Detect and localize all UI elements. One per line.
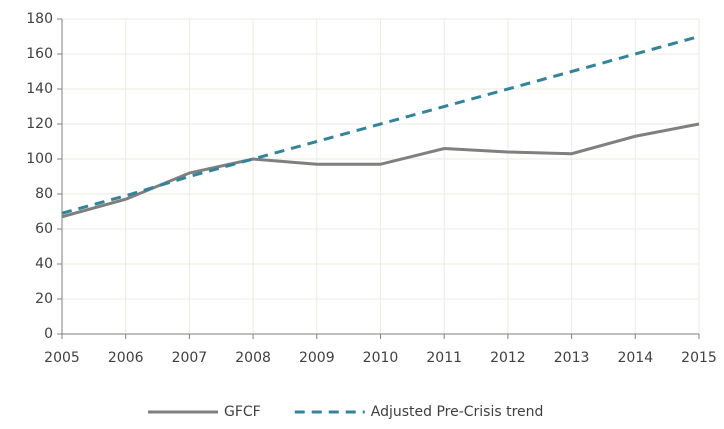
x-tick-label: 2012 — [490, 350, 526, 366]
y-tick-label: 120 — [26, 116, 53, 132]
y-tick-label: 60 — [35, 221, 53, 237]
x-tick-label: 2014 — [617, 350, 653, 366]
y-tick-label: 140 — [26, 81, 53, 97]
y-tick-label: 100 — [26, 151, 53, 167]
x-tick-label: 2005 — [44, 350, 80, 366]
x-tick-label: 2011 — [426, 350, 462, 366]
y-tick-label: 180 — [26, 11, 53, 27]
x-tick-label: 2015 — [681, 350, 717, 366]
x-tick-label: 2007 — [172, 350, 208, 366]
x-tick-label: 2009 — [299, 350, 335, 366]
x-tick-label: 2006 — [108, 350, 144, 366]
x-tick-label: 2010 — [363, 350, 399, 366]
legend-label: Adjusted Pre-Crisis trend — [371, 404, 544, 420]
y-tick-label: 20 — [35, 291, 53, 307]
y-tick-label: 80 — [35, 186, 53, 202]
y-tick-label: 0 — [44, 326, 53, 342]
x-tick-label: 2013 — [554, 350, 590, 366]
y-tick-label: 40 — [35, 256, 53, 272]
series-line — [61, 35, 700, 215]
x-tick-label: 2008 — [235, 350, 271, 366]
legend-label: GFCF — [224, 404, 261, 420]
y-tick-label: 160 — [26, 46, 53, 62]
